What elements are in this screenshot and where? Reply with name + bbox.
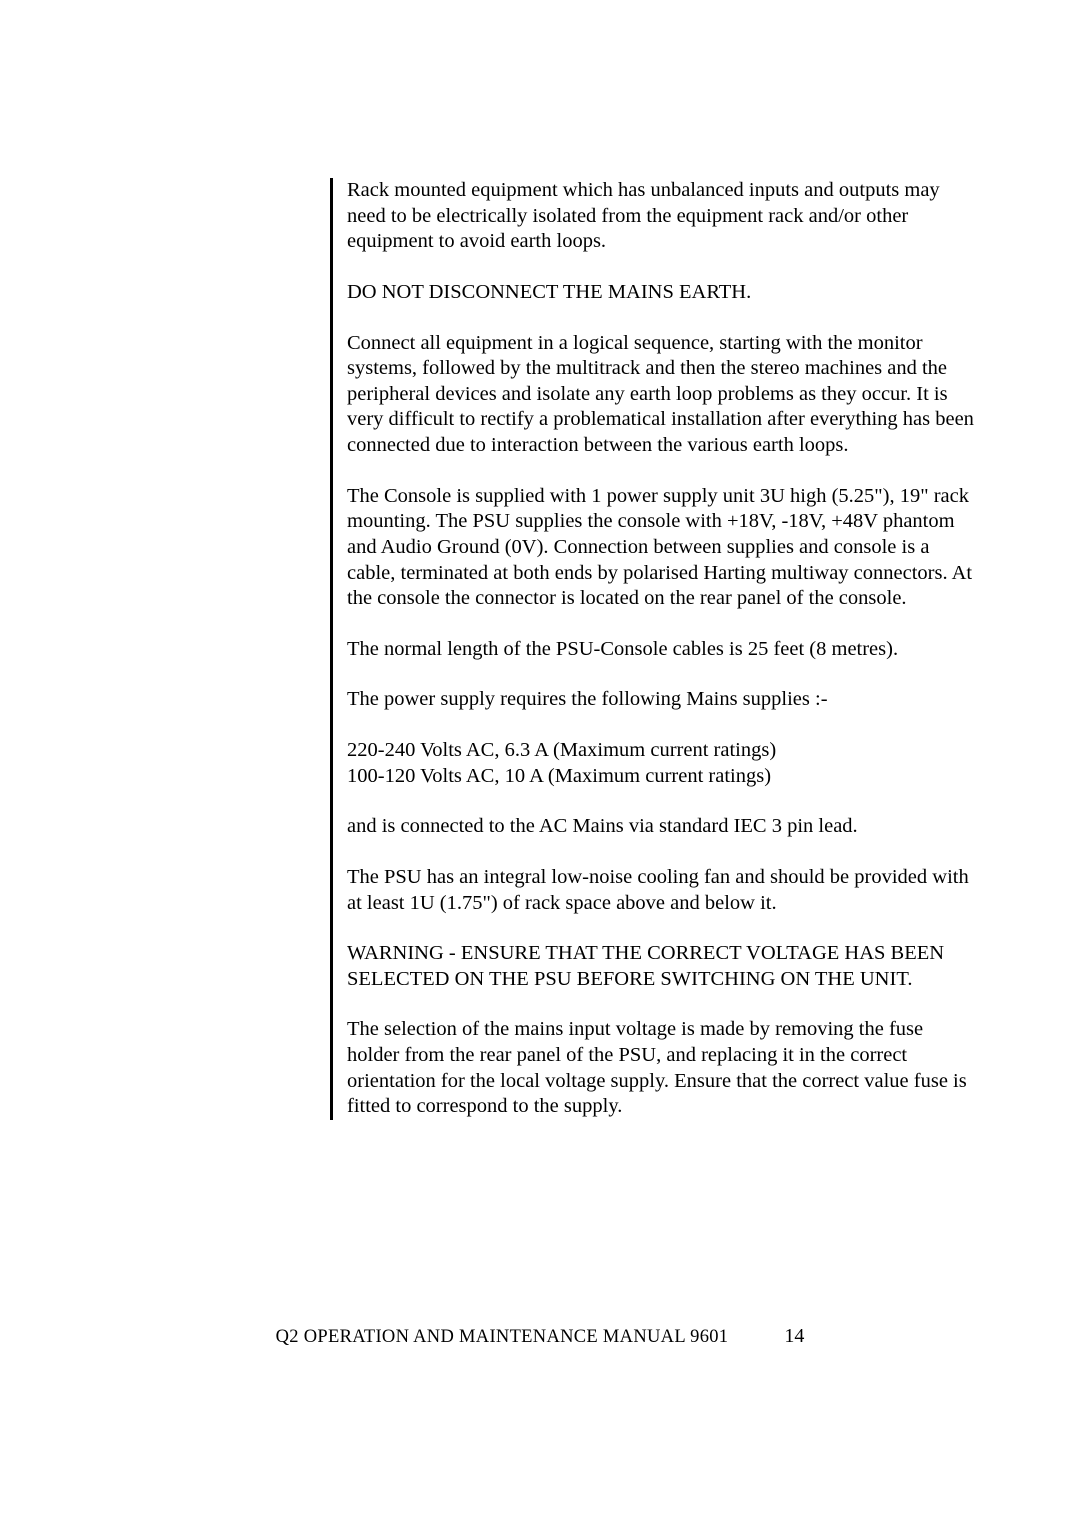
footer-row: Q2 OPERATION AND MAINTENANCE MANUAL 9601…	[276, 1325, 805, 1348]
paragraph: The selection of the mains input voltage…	[347, 1017, 974, 1120]
body-text-block: Rack mounted equipment which has unbalan…	[330, 178, 974, 1120]
paragraph: and is connected to the AC Mains via sta…	[347, 814, 974, 840]
paragraph: 220-240 Volts AC, 6.3 A (Maximum current…	[347, 738, 974, 789]
footer-page-number: 14	[784, 1325, 804, 1348]
paragraph: WARNING - ENSURE THAT THE CORRECT VOLTAG…	[347, 941, 974, 992]
paragraph: The normal length of the PSU-Console cab…	[347, 637, 974, 663]
page: Rack mounted equipment which has unbalan…	[0, 0, 1080, 1528]
paragraph: DO NOT DISCONNECT THE MAINS EARTH.	[347, 280, 974, 306]
paragraph: Connect all equipment in a logical seque…	[347, 331, 974, 459]
page-footer: Q2 OPERATION AND MAINTENANCE MANUAL 9601…	[0, 1325, 1080, 1348]
paragraph: The power supply requires the following …	[347, 687, 974, 713]
footer-title: Q2 OPERATION AND MAINTENANCE MANUAL 9601	[276, 1327, 729, 1348]
paragraph: Rack mounted equipment which has unbalan…	[347, 178, 974, 255]
paragraph: The Console is supplied with 1 power sup…	[347, 484, 974, 612]
paragraph: The PSU has an integral low-noise coolin…	[347, 865, 974, 916]
